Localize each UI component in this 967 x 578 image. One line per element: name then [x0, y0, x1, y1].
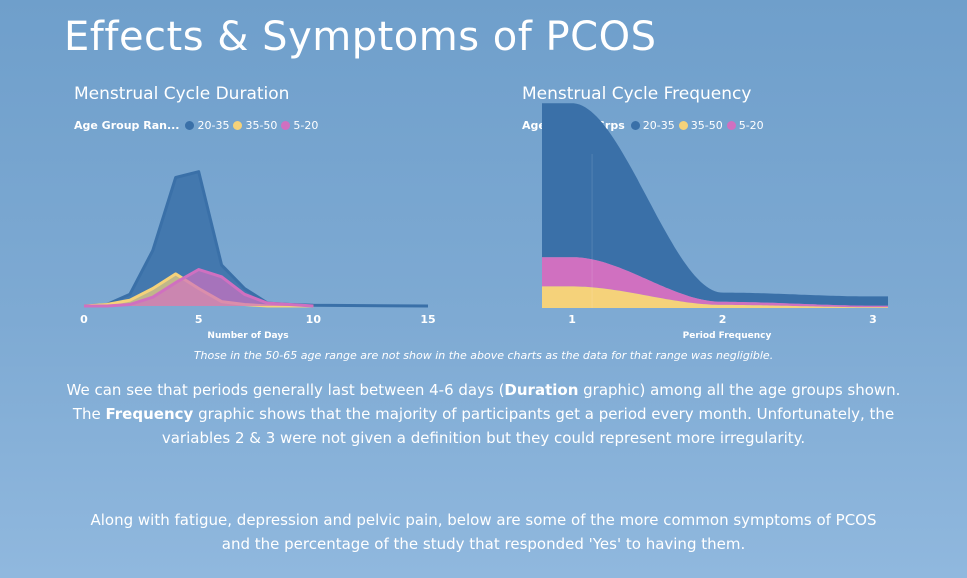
legend-dot-icon [281, 121, 291, 130]
duration-chart-title: Menstrual Cycle Duration [74, 84, 290, 104]
legend-label: 20-35 [197, 119, 230, 132]
frequency-chart-title: Menstrual Cycle Frequency [522, 84, 752, 104]
summary-bold-duration: Duration [504, 381, 579, 399]
legend-dot-icon [233, 121, 243, 130]
x-axis-label: Number of Days [207, 331, 288, 341]
legend-dot-icon [185, 121, 195, 130]
symptoms-intro-paragraph: Along with fatigue, depression and pelvi… [30, 508, 937, 556]
summary-paragraph: We can see that periods generally last b… [30, 378, 937, 450]
page-title: Effects & Symptoms of PCOS [64, 14, 657, 60]
legend-item-5-20[interactable]: 5-20 [726, 119, 764, 132]
series-area-35-50 [542, 286, 888, 308]
legend-item-20-35[interactable]: 20-35 [630, 119, 675, 132]
x-tick-label: 0 [80, 313, 88, 326]
summary-text: graphic) among all the age groups shown. [578, 381, 901, 399]
summary-text: We can see that periods generally last b… [66, 381, 505, 399]
legend-label: 5-20 [293, 119, 319, 132]
summary-line-3: variables 2 & 3 were not given a definit… [161, 429, 806, 447]
summary-line-1: We can see that periods generally last b… [30, 378, 937, 402]
x-tick-label: 5 [195, 313, 203, 326]
legend-item-35-50[interactable]: 35-50 [233, 119, 277, 132]
x-tick-label: 1 [568, 313, 576, 326]
summary-bold-frequency: Frequency [105, 405, 194, 423]
duration-legend-title: Age Group Ran... [74, 119, 180, 132]
x-tick-label: 15 [420, 313, 435, 326]
series-area-20-35 [542, 103, 888, 306]
duration-chart-plot: 0 5 10 15 Number of Days [80, 170, 436, 341]
series-area-5-20 [84, 269, 314, 306]
legend-dot-icon [726, 121, 736, 130]
footnote: Those in the 50-65 age range are not sho… [193, 349, 774, 362]
legend-label: 35-50 [245, 119, 278, 132]
legend-label: 35-50 [690, 119, 723, 132]
x-tick-label: 3 [869, 313, 877, 326]
legend-dot-icon [630, 121, 640, 130]
summary-text: The [72, 405, 106, 423]
legend-item-5-20[interactable]: 5-20 [281, 119, 318, 132]
series-area-20-35 [84, 171, 428, 306]
series-line-20-35 [83, 170, 429, 308]
x-axis-label: Period Frequency [683, 331, 772, 341]
legend-item-20-35[interactable]: 20-35 [185, 119, 229, 132]
legend-label: 5-20 [738, 119, 764, 132]
series-line-5-20 [84, 268, 314, 308]
symptoms-intro-line-1: Along with fatigue, depression and pelvi… [90, 511, 877, 529]
frequency-chart[interactable]: Menstrual Cycle Frequency Age_Range_Grps… [512, 80, 912, 342]
summary-line-2: The Frequency graphic shows that the maj… [30, 402, 937, 426]
legend-dot-icon [678, 121, 688, 130]
legend-label: 20-35 [642, 119, 675, 132]
symptoms-intro-line-2: and the percentage of the study that res… [221, 535, 746, 553]
legend-item-35-50[interactable]: 35-50 [678, 119, 723, 132]
duration-chart[interactable]: Menstrual Cycle Duration Age Group Ran..… [64, 80, 464, 342]
frequency-chart-plot: 1 2 3 Period Frequency [542, 103, 888, 341]
summary-text: graphic shows that the majority of parti… [193, 405, 895, 423]
x-tick-label: 10 [306, 313, 322, 326]
duration-legend: Age Group Ran... 20-35 35-50 5-20 [74, 119, 322, 132]
x-tick-label: 2 [719, 313, 727, 326]
series-area-5-20 [542, 257, 888, 308]
